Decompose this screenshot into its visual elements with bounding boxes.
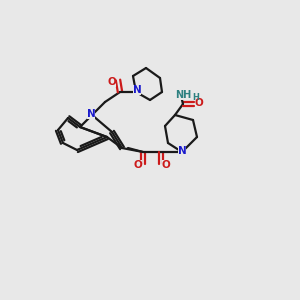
Text: O: O [108,77,116,87]
Text: N: N [178,146,186,156]
Text: O: O [134,160,142,170]
Text: NH: NH [175,90,191,100]
Text: H: H [192,93,199,102]
Text: O: O [162,160,170,170]
Text: N: N [87,109,95,119]
Text: N: N [133,85,141,95]
Text: O: O [195,98,203,108]
